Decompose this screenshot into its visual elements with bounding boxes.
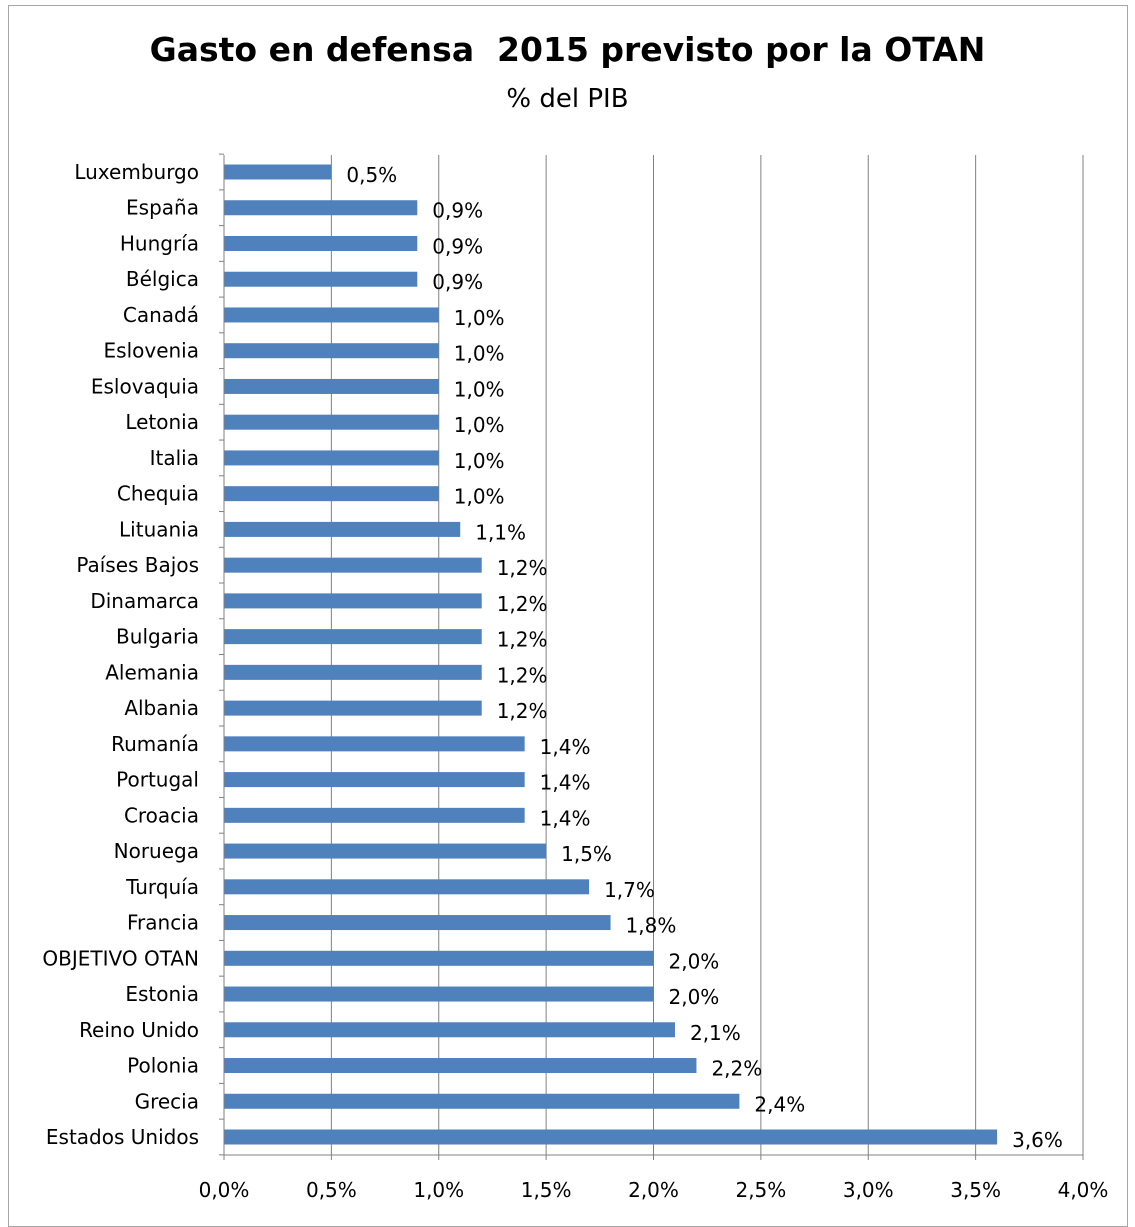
category-label: Noruega [114, 839, 199, 863]
x-tick-label: 3,0% [843, 1178, 894, 1202]
bar [224, 486, 439, 502]
bar [224, 664, 482, 680]
data-label: 1,4% [540, 771, 591, 795]
data-label: 1,0% [454, 413, 505, 437]
bar [224, 629, 482, 645]
data-label: 1,5% [561, 842, 612, 866]
bar [224, 593, 482, 609]
category-label: OBJETIVO OTAN [42, 946, 199, 970]
data-label: 1,2% [497, 556, 548, 580]
data-label: 1,4% [540, 806, 591, 830]
bar [224, 700, 482, 716]
category-label: Italia [150, 446, 199, 470]
category-label: Portugal [116, 768, 199, 792]
x-tick-label: 1,0% [413, 1178, 464, 1202]
category-label: Eslovenia [104, 339, 199, 363]
data-label: 0,9% [432, 234, 483, 258]
data-label: 2,2% [711, 1057, 762, 1081]
data-label: 0,9% [432, 270, 483, 294]
bar [224, 343, 439, 359]
data-label: 1,7% [604, 878, 655, 902]
category-label: Estados Unidos [46, 1125, 199, 1149]
bar [224, 1129, 998, 1145]
category-label: Lituania [119, 517, 199, 541]
data-label: 1,0% [454, 377, 505, 401]
bar [224, 200, 418, 216]
bar [224, 772, 525, 788]
data-label: 0,5% [346, 163, 397, 187]
category-label: Países Bajos [76, 553, 199, 577]
data-label: 1,0% [454, 485, 505, 509]
bar [224, 450, 439, 466]
data-label: 1,0% [454, 306, 505, 330]
bar [224, 164, 332, 180]
bar [224, 1022, 675, 1038]
x-tick-label: 1,5% [521, 1178, 572, 1202]
category-label: Grecia [135, 1089, 199, 1113]
labels: 0,0% 0,5% 1,0% 1,5% 2,0% 2,5% 3,0% 3,5% 4,0% Luxe… [42, 160, 1108, 1202]
bar [224, 843, 547, 859]
x-tick-label: 4,0% [1058, 1178, 1109, 1202]
category-label: Estonia [125, 982, 199, 1006]
category-label: Reino Unido [79, 1018, 199, 1042]
x-tick-label: 3,5% [950, 1178, 1001, 1202]
category-label: Bélgica [126, 267, 199, 291]
bars [224, 164, 998, 1145]
category-label: Alemania [105, 660, 199, 684]
category-label: Luxemburgo [74, 160, 199, 184]
data-label: 2,0% [669, 985, 720, 1009]
category-label: Eslovaquia [91, 374, 199, 398]
bar [224, 378, 439, 394]
data-label: 1,0% [454, 449, 505, 473]
bar [224, 879, 590, 895]
x-tick-label: 2,0% [628, 1178, 679, 1202]
data-label: 1,1% [475, 520, 526, 544]
category-label: Francia [127, 911, 199, 935]
bar [224, 986, 654, 1002]
category-label: Canadá [123, 303, 199, 327]
category-label: España [126, 196, 199, 220]
data-label: 2,0% [669, 949, 720, 973]
data-label: 2,1% [690, 1021, 741, 1045]
bar [224, 736, 525, 752]
chart-title: Gasto en defensa 2015 previsto por la OT… [149, 30, 986, 69]
chart-subtitle: % del PIB [506, 84, 629, 114]
data-label: 1,4% [540, 735, 591, 759]
axes [219, 153, 1084, 1160]
bar [224, 915, 611, 931]
bar [224, 235, 418, 251]
category-label: Polonia [127, 1054, 199, 1078]
data-label: 1,2% [497, 699, 548, 723]
x-tick-label: 2,5% [735, 1178, 786, 1202]
x-tick-label: 0,0% [199, 1178, 250, 1202]
category-label: Turquía [125, 875, 199, 899]
bar [224, 307, 439, 323]
data-label: 0,9% [432, 199, 483, 223]
category-label: Croacia [124, 803, 199, 827]
category-label: Chequia [117, 482, 199, 506]
data-label: 1,8% [626, 914, 677, 938]
bar [224, 807, 525, 823]
data-label: 1,2% [497, 592, 548, 616]
data-label: 1,2% [497, 663, 548, 687]
x-tick-label: 0,5% [306, 1178, 357, 1202]
bar [224, 414, 439, 430]
category-label: Rumanía [111, 732, 199, 756]
bar [224, 1093, 740, 1109]
category-label: Bulgaria [116, 625, 199, 649]
bar [224, 271, 418, 287]
category-label: Hungría [120, 231, 199, 255]
data-label: 1,0% [454, 342, 505, 366]
bar [224, 950, 654, 966]
data-label: 3,6% [1012, 1128, 1063, 1152]
bar [224, 521, 461, 537]
bar [224, 557, 482, 573]
data-label: 2,4% [754, 1092, 805, 1116]
category-label: Letonia [125, 410, 199, 434]
bar [224, 1058, 697, 1074]
category-label: Dinamarca [90, 589, 199, 613]
category-label: Albania [124, 696, 199, 720]
data-label: 1,2% [497, 628, 548, 652]
